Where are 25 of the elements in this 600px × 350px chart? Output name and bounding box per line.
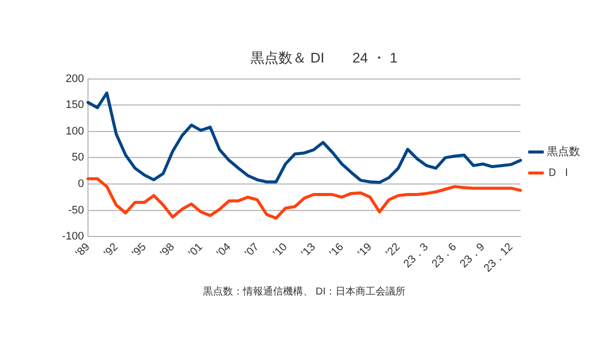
x-tick-label: '95 [130,241,149,260]
text: 黒点数：情報通信機構、 DI：日本商工会議所 [202,285,406,298]
y-tick-label: -100 [62,230,84,243]
legend-label: 黒点数 [547,145,580,158]
x-tick-label: '13 [299,241,318,260]
x-tick-label: '16 [328,241,346,260]
x-tick-label: '10 [271,241,290,260]
y-tick-label: 100 [66,125,84,138]
x-tick-label: '01 [186,241,206,260]
x-tick-label: 23．3 [402,241,431,270]
chart-title: 黒点数＆ DI 24 ・ 1 [250,49,398,66]
x-tick-label: '07 [242,241,262,260]
y-tick-label: 150 [66,99,84,112]
x-tick-label: 23．6 [430,241,459,270]
x-tick-label: '22 [384,241,403,260]
x-tick-label: '92 [102,241,120,260]
y-tick-label: -50 [68,204,84,216]
legend-label: Ｄ Ｉ [547,167,572,180]
x-tick-label: '19 [356,241,374,260]
x-tick-label: '89 [74,241,92,260]
x-tick-label: '04 [214,241,234,260]
x-tick-label: '98 [158,241,177,260]
y-tick-label: 50 [72,152,84,164]
y-tick-label: 200 [66,72,84,85]
y-tick-label: 0 [78,178,84,190]
